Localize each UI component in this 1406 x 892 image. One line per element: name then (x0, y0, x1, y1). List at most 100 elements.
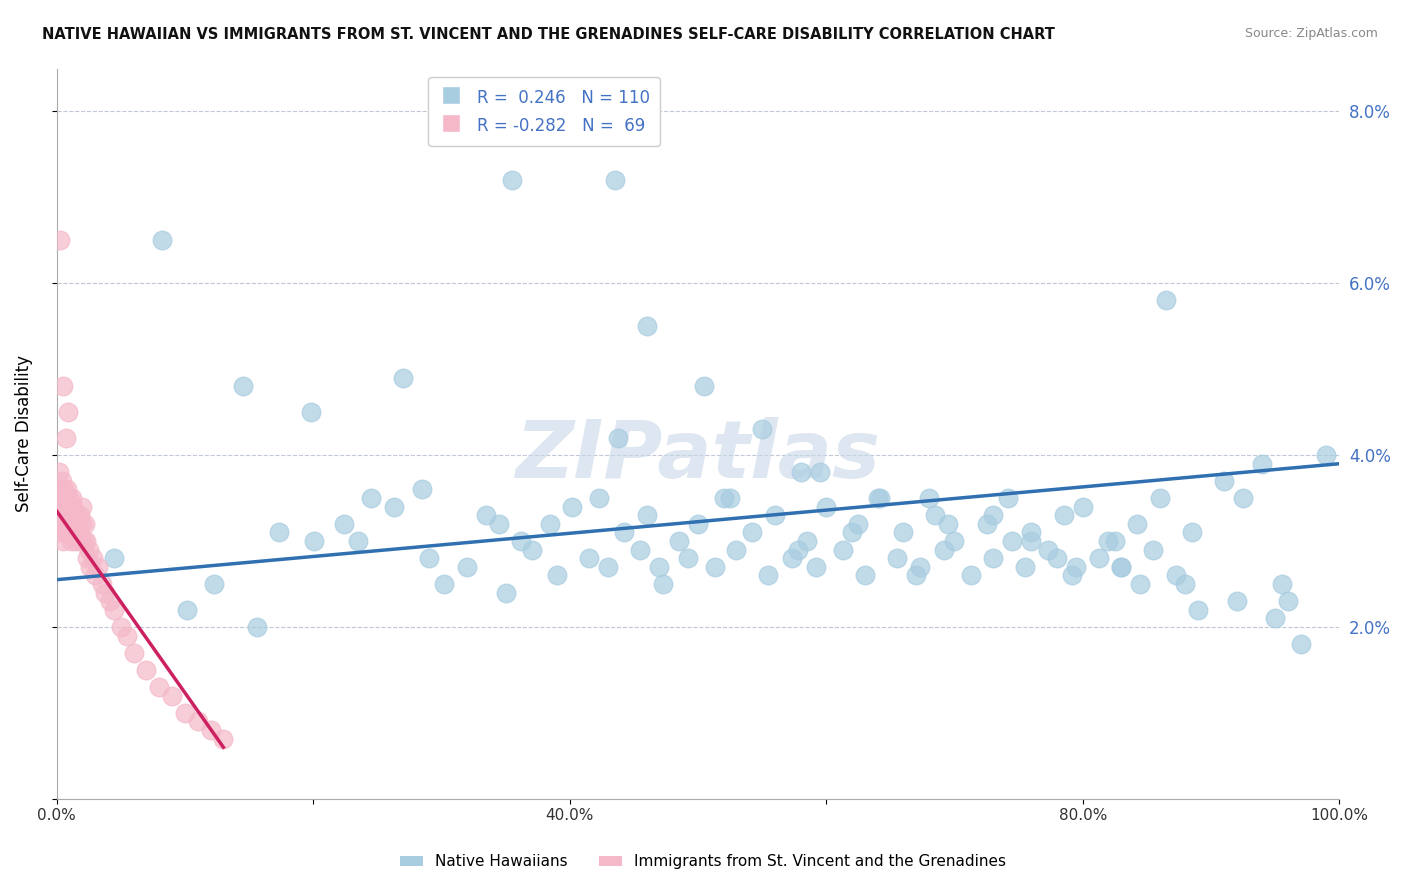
Point (212, 731, 235, 746)
Y-axis label: Self-Care Disability: Self-Care Disability (15, 355, 32, 512)
Point (495, 585, 517, 599)
Point (122, 646, 145, 660)
Point (82, 551, 104, 566)
Point (908, 559, 931, 574)
Point (636, 508, 658, 523)
Point (1251, 457, 1274, 471)
Point (62, 516, 84, 531)
Point (48, 465, 70, 479)
Point (693, 379, 716, 393)
Point (304, 534, 326, 549)
Point (981, 508, 1004, 523)
Point (780, 551, 803, 566)
Point (796, 534, 818, 549)
Point (60, 508, 83, 523)
Point (72, 500, 94, 514)
Point (49, 233, 72, 247)
Point (103, 551, 125, 566)
Point (73, 516, 96, 531)
Point (1226, 594, 1249, 608)
Point (603, 173, 626, 187)
Text: NATIVE HAWAIIAN VS IMMIGRANTS FROM ST. VINCENT AND THE GRENADINES SELF-CARE DISA: NATIVE HAWAIIAN VS IMMIGRANTS FROM ST. V… (42, 27, 1054, 42)
Point (49, 525, 72, 540)
Point (56, 483, 79, 497)
Point (1021, 525, 1043, 540)
Point (135, 663, 157, 677)
Point (943, 534, 966, 549)
Point (202, 577, 225, 591)
Point (75, 534, 97, 549)
Point (67, 525, 90, 540)
Point (1264, 611, 1286, 625)
Point (360, 491, 382, 505)
Point (869, 491, 891, 505)
Point (648, 559, 671, 574)
Text: ZIPatlas: ZIPatlas (516, 417, 880, 494)
Point (299, 405, 322, 419)
Point (49, 508, 72, 523)
Point (347, 534, 370, 549)
Point (333, 516, 356, 531)
Point (668, 534, 690, 549)
Point (55, 525, 77, 540)
Point (652, 577, 675, 591)
Point (52, 379, 75, 393)
Point (58, 516, 80, 531)
Point (789, 465, 811, 479)
Point (1154, 293, 1177, 308)
Point (79, 559, 101, 574)
Point (758, 568, 780, 582)
Point (598, 559, 620, 574)
Point (72, 516, 94, 531)
Point (267, 525, 290, 540)
Point (65, 508, 87, 523)
Point (686, 516, 709, 531)
Point (52, 508, 75, 523)
Point (382, 500, 405, 514)
Point (76, 551, 98, 566)
Text: Source: ZipAtlas.com: Source: ZipAtlas.com (1244, 27, 1378, 40)
Point (86, 559, 108, 574)
Point (148, 680, 170, 694)
Point (53, 516, 76, 531)
Point (232, 379, 254, 393)
Point (176, 603, 198, 617)
Point (63, 525, 86, 540)
Point (51, 500, 73, 514)
Point (804, 559, 827, 574)
Point (1149, 491, 1171, 505)
Point (103, 603, 125, 617)
Point (808, 465, 831, 479)
Point (588, 491, 610, 505)
Point (1187, 603, 1209, 617)
Point (60, 491, 83, 505)
Point (751, 422, 773, 436)
Point (150, 233, 173, 247)
Point (115, 628, 138, 642)
Point (1212, 474, 1234, 488)
Point (411, 483, 433, 497)
Point (56, 405, 79, 419)
Point (546, 568, 568, 582)
Point (77, 542, 100, 557)
Point (787, 542, 810, 557)
Point (72, 534, 94, 549)
Point (501, 173, 523, 187)
Point (703, 559, 725, 574)
Point (936, 516, 959, 531)
Point (173, 706, 195, 720)
Point (70, 534, 93, 549)
Point (628, 542, 651, 557)
Point (997, 491, 1019, 505)
Point (475, 508, 498, 523)
Legend: R =  0.246   N = 110, R = -0.282   N =  69: R = 0.246 N = 110, R = -0.282 N = 69 (429, 77, 659, 146)
Point (1125, 516, 1147, 531)
Point (55, 431, 77, 445)
Point (612, 525, 634, 540)
Point (1046, 551, 1069, 566)
Point (1052, 508, 1074, 523)
Point (55, 508, 77, 523)
Point (58, 491, 80, 505)
Point (831, 542, 853, 557)
Point (1142, 542, 1164, 557)
